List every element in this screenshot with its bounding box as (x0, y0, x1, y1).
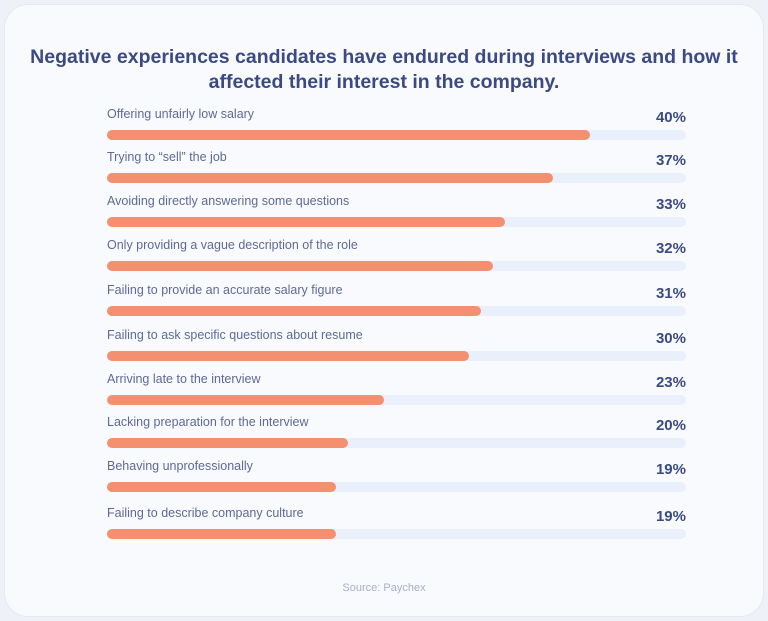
bar-track (107, 438, 686, 448)
bar-label: Behaving unprofessionally (107, 459, 253, 473)
bar-label: Offering unfairly low salary (107, 107, 255, 121)
chart-title: Negative experiences candidates have end… (30, 46, 738, 93)
bar-track (107, 130, 686, 140)
bar-label: Arriving late to the interview (107, 372, 261, 386)
bar-value-label: 31% (655, 285, 686, 302)
bar-label: Lacking preparation for the interview (107, 415, 309, 429)
bar (107, 261, 493, 271)
bar-value-label: 19% (655, 508, 686, 525)
source-note: Source: Paychex (342, 582, 426, 594)
bar (107, 130, 590, 140)
bar-value-label: 20% (655, 417, 686, 434)
bar-value-label: 30% (655, 330, 686, 347)
bar (107, 173, 554, 183)
bar-label: Failing to describe company culture (107, 506, 304, 520)
bar-track (107, 351, 686, 361)
bar (107, 306, 481, 316)
bar-track (107, 306, 686, 316)
bar-track (107, 529, 686, 539)
bar (107, 482, 337, 492)
bar-label: Avoiding directly answering some questio… (107, 194, 350, 208)
bar-value-label: 37% (655, 152, 686, 169)
bar-label: Only providing a vague description of th… (107, 238, 358, 252)
bar-track (107, 395, 686, 405)
bar-label: Failing to provide an accurate salary fi… (107, 283, 343, 297)
bar-value-label: 40% (655, 109, 686, 126)
bar-value-label: 19% (655, 461, 686, 478)
bar-label: Failing to ask specific questions about … (107, 328, 363, 342)
bar-track (107, 217, 686, 227)
bar (107, 395, 385, 405)
bar (107, 438, 349, 448)
bar (107, 529, 337, 539)
bar-value-label: 33% (655, 196, 686, 213)
bar-track (107, 261, 686, 271)
bar-value-label: 32% (655, 240, 686, 257)
bar-track (107, 482, 686, 492)
bar-value-label: 23% (655, 374, 686, 391)
bar-label: Trying to “sell” the job (107, 150, 227, 164)
bar (107, 217, 506, 227)
bar-track (107, 173, 686, 183)
bar (107, 351, 469, 361)
